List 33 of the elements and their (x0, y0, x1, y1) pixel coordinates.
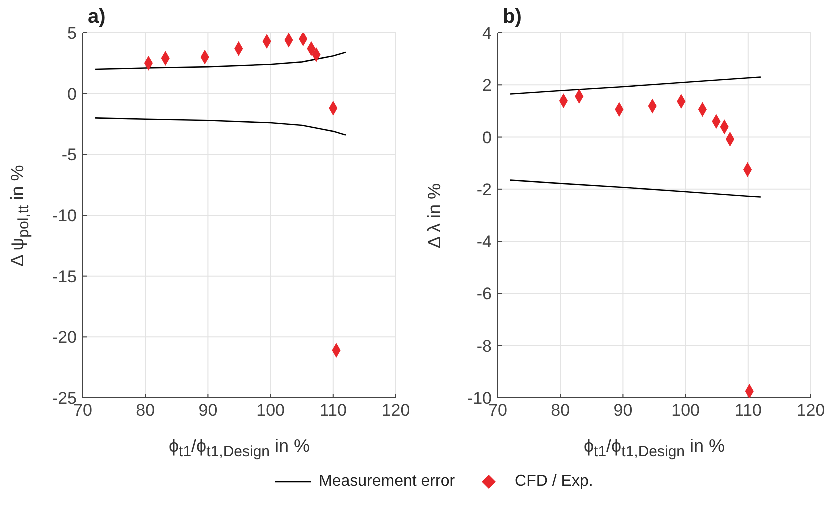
line-series (510, 180, 762, 198)
y-tick-label: -20 (52, 328, 77, 348)
y-tick-label: -6 (476, 284, 492, 304)
y-tick-label: -4 (476, 232, 492, 252)
x-tick-label: 100 (672, 401, 700, 420)
chart-title: b) (503, 6, 522, 29)
y-tick-label: 5 (68, 24, 77, 44)
x-tick-label: 90 (614, 401, 633, 420)
chart-title: a) (88, 6, 106, 29)
x-axis-title: ϕ$_{t1}$/ϕ$_{t1,Design}$ in % (584, 436, 726, 461)
legend-label: Measurement error (319, 473, 456, 491)
x-tick-label: 80 (551, 401, 570, 420)
y-tick-label: 0 (482, 128, 492, 148)
y-axis-title: Δ λ in % (424, 182, 446, 248)
y-tick-label: -5 (62, 146, 77, 165)
x-tick-label: 80 (136, 401, 156, 420)
y-tick-label: 2 (482, 76, 492, 96)
y-tick-label: -10 (52, 206, 77, 226)
x-tick-label: 120 (382, 401, 410, 420)
x-tick-label: 120 (796, 401, 826, 420)
x-tick-label: 90 (198, 401, 218, 420)
y-tick-label: -2 (476, 180, 492, 200)
x-tick-label: 100 (256, 401, 285, 420)
y-tick-label: -15 (52, 267, 77, 286)
x-tick-label: 110 (734, 401, 762, 420)
legend-label: CFD / Exp. (515, 473, 594, 491)
y-tick-label: 0 (68, 84, 77, 104)
y-tick-label: 4 (482, 24, 492, 44)
line-series (94, 118, 347, 136)
line-series (510, 76, 762, 95)
x-axis-title: ϕ$_{t1}$/ϕ$_{t1,Design}$ in % (168, 436, 310, 461)
x-tick-label: 110 (320, 401, 347, 420)
y-tick-label: -8 (476, 336, 492, 356)
